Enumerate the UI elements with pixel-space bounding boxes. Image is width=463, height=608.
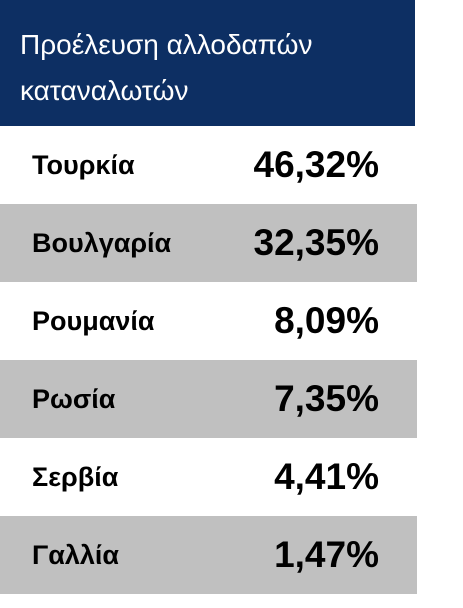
header-title: Προέλευση αλλοδαπών [20,29,313,60]
table-row: Ρουμανία 8,09% [0,282,417,360]
country-name: Ρωσία [32,384,116,414]
table-row: Σερβία 4,41% [0,438,417,516]
header-title: καταναλωτών [20,75,189,106]
table-row: Τουρκία 46,32% [0,126,417,204]
country-name: Ρουμανία [32,306,155,336]
percentage: 32,35% [253,222,380,263]
table-header: Προέλευση αλλοδαπών καταναλωτών [0,0,415,126]
country-name: Σερβία [32,462,119,492]
country-name: Τουρκία [32,150,135,180]
percentage: 46,32% [253,144,380,185]
percentage: 7,35% [274,378,379,419]
country-name: Γαλλία [32,540,119,570]
table-row: Βουλγαρία 32,35% [0,204,417,282]
table-row: Γαλλία 1,47% [0,516,417,594]
percentage: 8,09% [274,300,379,341]
table-body: Τουρκία 46,32% Βουλγαρία 32,35% Ρουμανία 8,09… [0,126,417,594]
country-name: Βουλγαρία [32,228,172,258]
percentage: 1,47% [274,534,379,575]
table-row: Ρωσία 7,35% [0,360,417,438]
percentage: 4,41% [274,456,379,497]
